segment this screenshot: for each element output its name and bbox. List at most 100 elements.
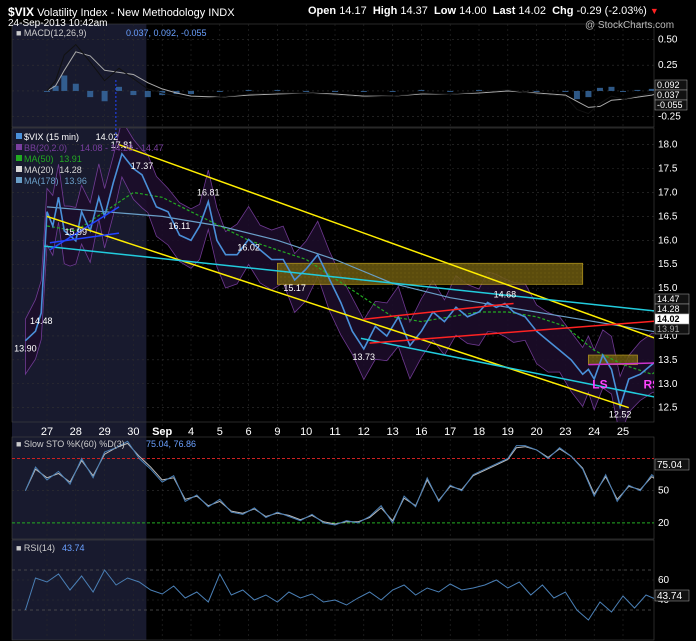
macd-histogram-bar bbox=[44, 90, 50, 92]
quote-bar: Open 14.17 High 14.37 Low 14.00 Last 14.… bbox=[308, 5, 659, 17]
macd-histogram-bar bbox=[389, 90, 396, 92]
macd-histogram-bar bbox=[116, 86, 122, 91]
price-frame bbox=[11, 127, 655, 423]
macd-histogram-bar bbox=[303, 90, 310, 92]
trendline-yellow bbox=[46, 215, 629, 409]
resistance-zone bbox=[681, 334, 696, 356]
x-tick-label: 30 bbox=[127, 426, 139, 438]
sto-right-label: 75.04 bbox=[657, 460, 682, 471]
macd-histogram-bar bbox=[245, 89, 252, 91]
open-value: 14.17 bbox=[339, 5, 367, 17]
price-legend-value: 14.08 - 14.28 - 14.47 bbox=[80, 143, 164, 153]
x-tick-label: 18 bbox=[473, 426, 485, 438]
macd-histogram-bar bbox=[216, 90, 223, 92]
last-value: 14.02 bbox=[518, 5, 546, 17]
price-y-tick: 12.5 bbox=[658, 403, 678, 414]
price-y-tick: 17.0 bbox=[658, 188, 678, 199]
macd-right-label: -0.055 bbox=[657, 100, 683, 110]
macd-histogram-bar bbox=[620, 90, 626, 92]
down-arrow-icon: ▼ bbox=[649, 6, 659, 16]
x-tick-label: 11 bbox=[329, 426, 340, 438]
macd-y-tick: 0.25 bbox=[658, 60, 678, 71]
trendline-cyan bbox=[44, 245, 654, 312]
macd-histogram-bar bbox=[144, 90, 151, 98]
price-label: 14.68 bbox=[494, 289, 517, 299]
datetime: 24-Sep-2013 10:42am bbox=[8, 18, 108, 29]
macd-right-label: 0.037 bbox=[657, 90, 680, 100]
macd-line bbox=[46, 43, 654, 115]
macd-histogram-bar bbox=[573, 90, 580, 100]
pattern-annotation: RS bbox=[643, 378, 660, 392]
rsi-plot bbox=[12, 569, 654, 621]
legend-swatch bbox=[16, 155, 22, 161]
price-legend-value: 14.28 bbox=[59, 165, 82, 175]
x-tick-label: 23 bbox=[559, 426, 571, 438]
macd-right-label: 0.092 bbox=[657, 80, 680, 90]
pattern-annotation: LS bbox=[592, 378, 607, 392]
price-label: 15.17 bbox=[283, 283, 306, 293]
last-label: Last bbox=[492, 5, 516, 17]
trendline-red bbox=[369, 320, 654, 344]
macd-histogram-bar bbox=[447, 90, 454, 92]
macd-plot bbox=[44, 43, 695, 115]
price-legend-name: MA(20) bbox=[24, 165, 54, 175]
price-label: 13.73 bbox=[353, 352, 376, 362]
sto-right-label-box bbox=[654, 458, 690, 471]
x-tick-label: 28 bbox=[70, 426, 82, 438]
high-label: High bbox=[372, 5, 398, 17]
open-label: Open bbox=[308, 5, 337, 17]
legend-swatch bbox=[16, 133, 22, 139]
exchange: INDX bbox=[208, 7, 235, 19]
macd-histogram-bar bbox=[101, 90, 108, 102]
price-legend-name: $VIX (15 min) bbox=[24, 132, 79, 142]
macd-histogram-bar bbox=[130, 90, 137, 96]
rsi-line bbox=[24, 569, 654, 621]
x-tick-label: 9 bbox=[274, 426, 280, 438]
x-tick-label: 19 bbox=[502, 426, 514, 438]
macd-histogram-bar bbox=[72, 83, 79, 91]
price-y-tick: 17.5 bbox=[658, 164, 678, 175]
price-label: 14.48 bbox=[30, 316, 53, 326]
x-tick-label: 16 bbox=[415, 426, 427, 438]
watermark: @ StockCharts.com bbox=[585, 20, 675, 31]
price-y-tick: 13.5 bbox=[658, 355, 678, 366]
price-legend-name: BB(20,2.0) bbox=[24, 143, 67, 153]
instrument-name: Volatility Index - New Methodology bbox=[37, 7, 206, 19]
x-tick-label: 5 bbox=[217, 426, 223, 438]
price-right-label: 14.28 bbox=[657, 304, 680, 314]
x-tick-label: 10 bbox=[300, 426, 312, 438]
sto-legend-values: 75.04, 76.86 bbox=[146, 439, 196, 449]
macd-y-tick: 0.50 bbox=[658, 34, 678, 45]
macd-right-label-box bbox=[654, 99, 688, 111]
macd-histogram-bar bbox=[596, 87, 603, 91]
price-label: 16.81 bbox=[197, 188, 220, 198]
x-tick-label: 27 bbox=[41, 426, 53, 438]
trendline-magenta bbox=[588, 362, 654, 366]
macd-histogram-bar bbox=[188, 90, 194, 95]
macd-histogram-bar bbox=[360, 90, 367, 92]
price-right-label-box bbox=[654, 323, 690, 335]
price-legend-value: 13.91 bbox=[59, 154, 82, 164]
chg-value: -0.29 (-2.03%) bbox=[576, 5, 647, 17]
low-label: Low bbox=[434, 5, 457, 17]
x-tick-label: 4 bbox=[188, 426, 194, 438]
price-y-tick: 15.5 bbox=[658, 259, 678, 270]
legend-swatch bbox=[16, 166, 22, 172]
price-right-label: 14.02 bbox=[657, 314, 680, 324]
price-plot: 13.90 14.48 15.99 17.81 17.37 16.11 16.81 16.02… bbox=[14, 128, 696, 422]
x-tick-label: 17 bbox=[444, 426, 456, 438]
sto-plot bbox=[12, 440, 654, 526]
macd-histogram-bar bbox=[689, 83, 695, 91]
sto-d-line bbox=[24, 442, 654, 525]
macd-histogram-bar bbox=[332, 90, 338, 92]
legend-swatch bbox=[16, 177, 22, 183]
price-y-tick: 16.5 bbox=[658, 211, 678, 222]
x-tick-label: 24 bbox=[588, 426, 600, 438]
price-label: 17.81 bbox=[111, 140, 134, 150]
chart-title: $VIX Volatility Index - New Methodology … bbox=[8, 5, 235, 19]
price-label: 15.99 bbox=[65, 227, 88, 237]
macd-frame bbox=[11, 23, 655, 128]
macd-histogram-bar bbox=[585, 90, 592, 98]
price-right-label: 14.47 bbox=[657, 294, 680, 304]
symbol: $VIX bbox=[8, 5, 35, 19]
